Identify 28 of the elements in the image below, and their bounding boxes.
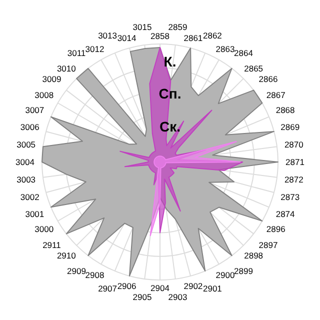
spoke-label: 2861: [184, 33, 203, 44]
spoke-label: 2862: [203, 30, 222, 40]
spoke-label: 2872: [284, 174, 304, 185]
spoke-label: 3014: [117, 33, 137, 44]
spoke-label: 2868: [276, 105, 296, 116]
spoke-label: 3006: [20, 122, 40, 132]
spoke-label: 2869: [280, 122, 300, 132]
spoke-label: 2901: [203, 284, 222, 294]
spoke-label: 2907: [98, 284, 118, 294]
spoke-label: 3001: [25, 208, 44, 219]
spoke-label: 2904: [150, 282, 170, 293]
spoke-label: 2902: [184, 280, 203, 291]
spoke-label: 2871: [286, 156, 305, 167]
spoke-label: 2905: [132, 292, 152, 302]
spoke-label: 3013: [98, 30, 118, 40]
spoke-label: 2873: [280, 192, 300, 202]
spoke-label: 2906: [117, 280, 137, 291]
spoke-label: 2859: [168, 22, 188, 32]
spoke-label: 2858: [150, 30, 170, 41]
spoke-label: 2870: [284, 139, 304, 150]
spoke-label: 3007: [25, 105, 44, 116]
spoke-label: 3004: [16, 156, 35, 167]
spoke-label: 3015: [132, 22, 152, 32]
spoke-label: 3005: [16, 139, 36, 150]
spoke-label: 2903: [168, 292, 188, 302]
spoke-label: 3002: [20, 192, 40, 202]
spoke-label: 2874: [276, 208, 296, 219]
spoke-label: 3003: [16, 174, 36, 185]
